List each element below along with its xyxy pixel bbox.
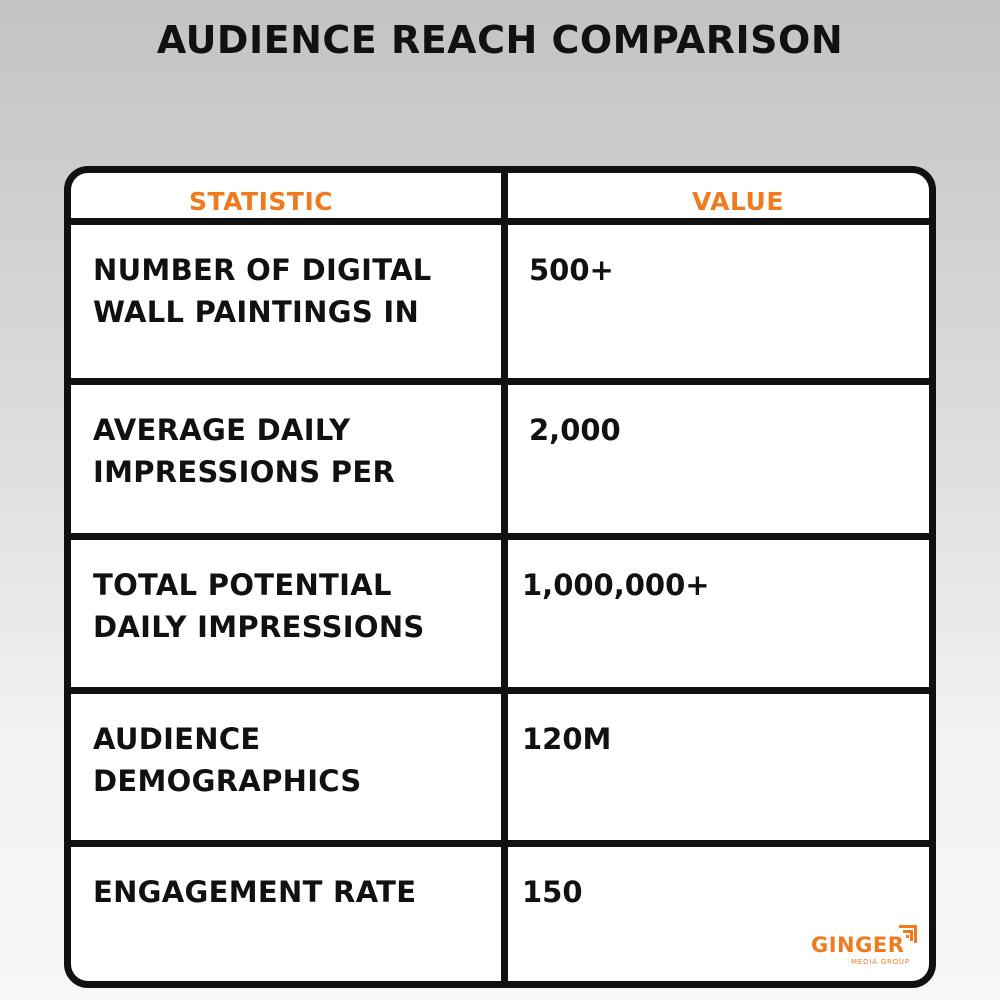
value-cell: 120M bbox=[522, 722, 612, 756]
ginger-logo: GINGER MEDIA GROUP bbox=[811, 925, 917, 969]
value-cell: 500+ bbox=[529, 253, 614, 287]
statistic-cell: AVERAGE DAILY IMPRESSIONS PER bbox=[93, 413, 396, 489]
table-row: TOTAL POTENTIAL DAILY IMPRESSIONS 1,000,… bbox=[71, 540, 929, 694]
value-cell: 2,000 bbox=[529, 413, 621, 447]
logo-mark-icon bbox=[899, 925, 917, 943]
table-row: AVERAGE DAILY IMPRESSIONS PER 2,000 bbox=[71, 385, 929, 540]
header-statistic: STATISTIC bbox=[189, 187, 334, 216]
table-row: ENGAGEMENT RATE 150 bbox=[71, 847, 929, 981]
statistic-cell: TOTAL POTENTIAL DAILY IMPRESSIONS bbox=[93, 568, 425, 644]
statistic-cell: NUMBER OF DIGITAL WALL PAINTINGS IN bbox=[93, 253, 432, 329]
table-row: AUDIENCE DEMOGRAPHICS 120M bbox=[71, 694, 929, 847]
column-divider bbox=[501, 173, 508, 981]
page-title: AUDIENCE REACH COMPARISON bbox=[156, 18, 844, 62]
statistic-cell: ENGAGEMENT RATE bbox=[93, 875, 417, 909]
logo-tagline: MEDIA GROUP bbox=[851, 958, 910, 966]
statistics-table: STATISTIC VALUE NUMBER OF DIGITAL WALL P… bbox=[64, 166, 936, 988]
logo-name: GINGER bbox=[811, 933, 905, 957]
statistic-cell: AUDIENCE DEMOGRAPHICS bbox=[93, 722, 362, 798]
value-cell: 150 bbox=[522, 875, 583, 909]
table-row: NUMBER OF DIGITAL WALL PAINTINGS IN 500+ bbox=[71, 225, 929, 385]
header-value: VALUE bbox=[692, 187, 784, 216]
value-cell: 1,000,000+ bbox=[522, 568, 710, 602]
table-header-row: STATISTIC VALUE bbox=[71, 173, 929, 225]
